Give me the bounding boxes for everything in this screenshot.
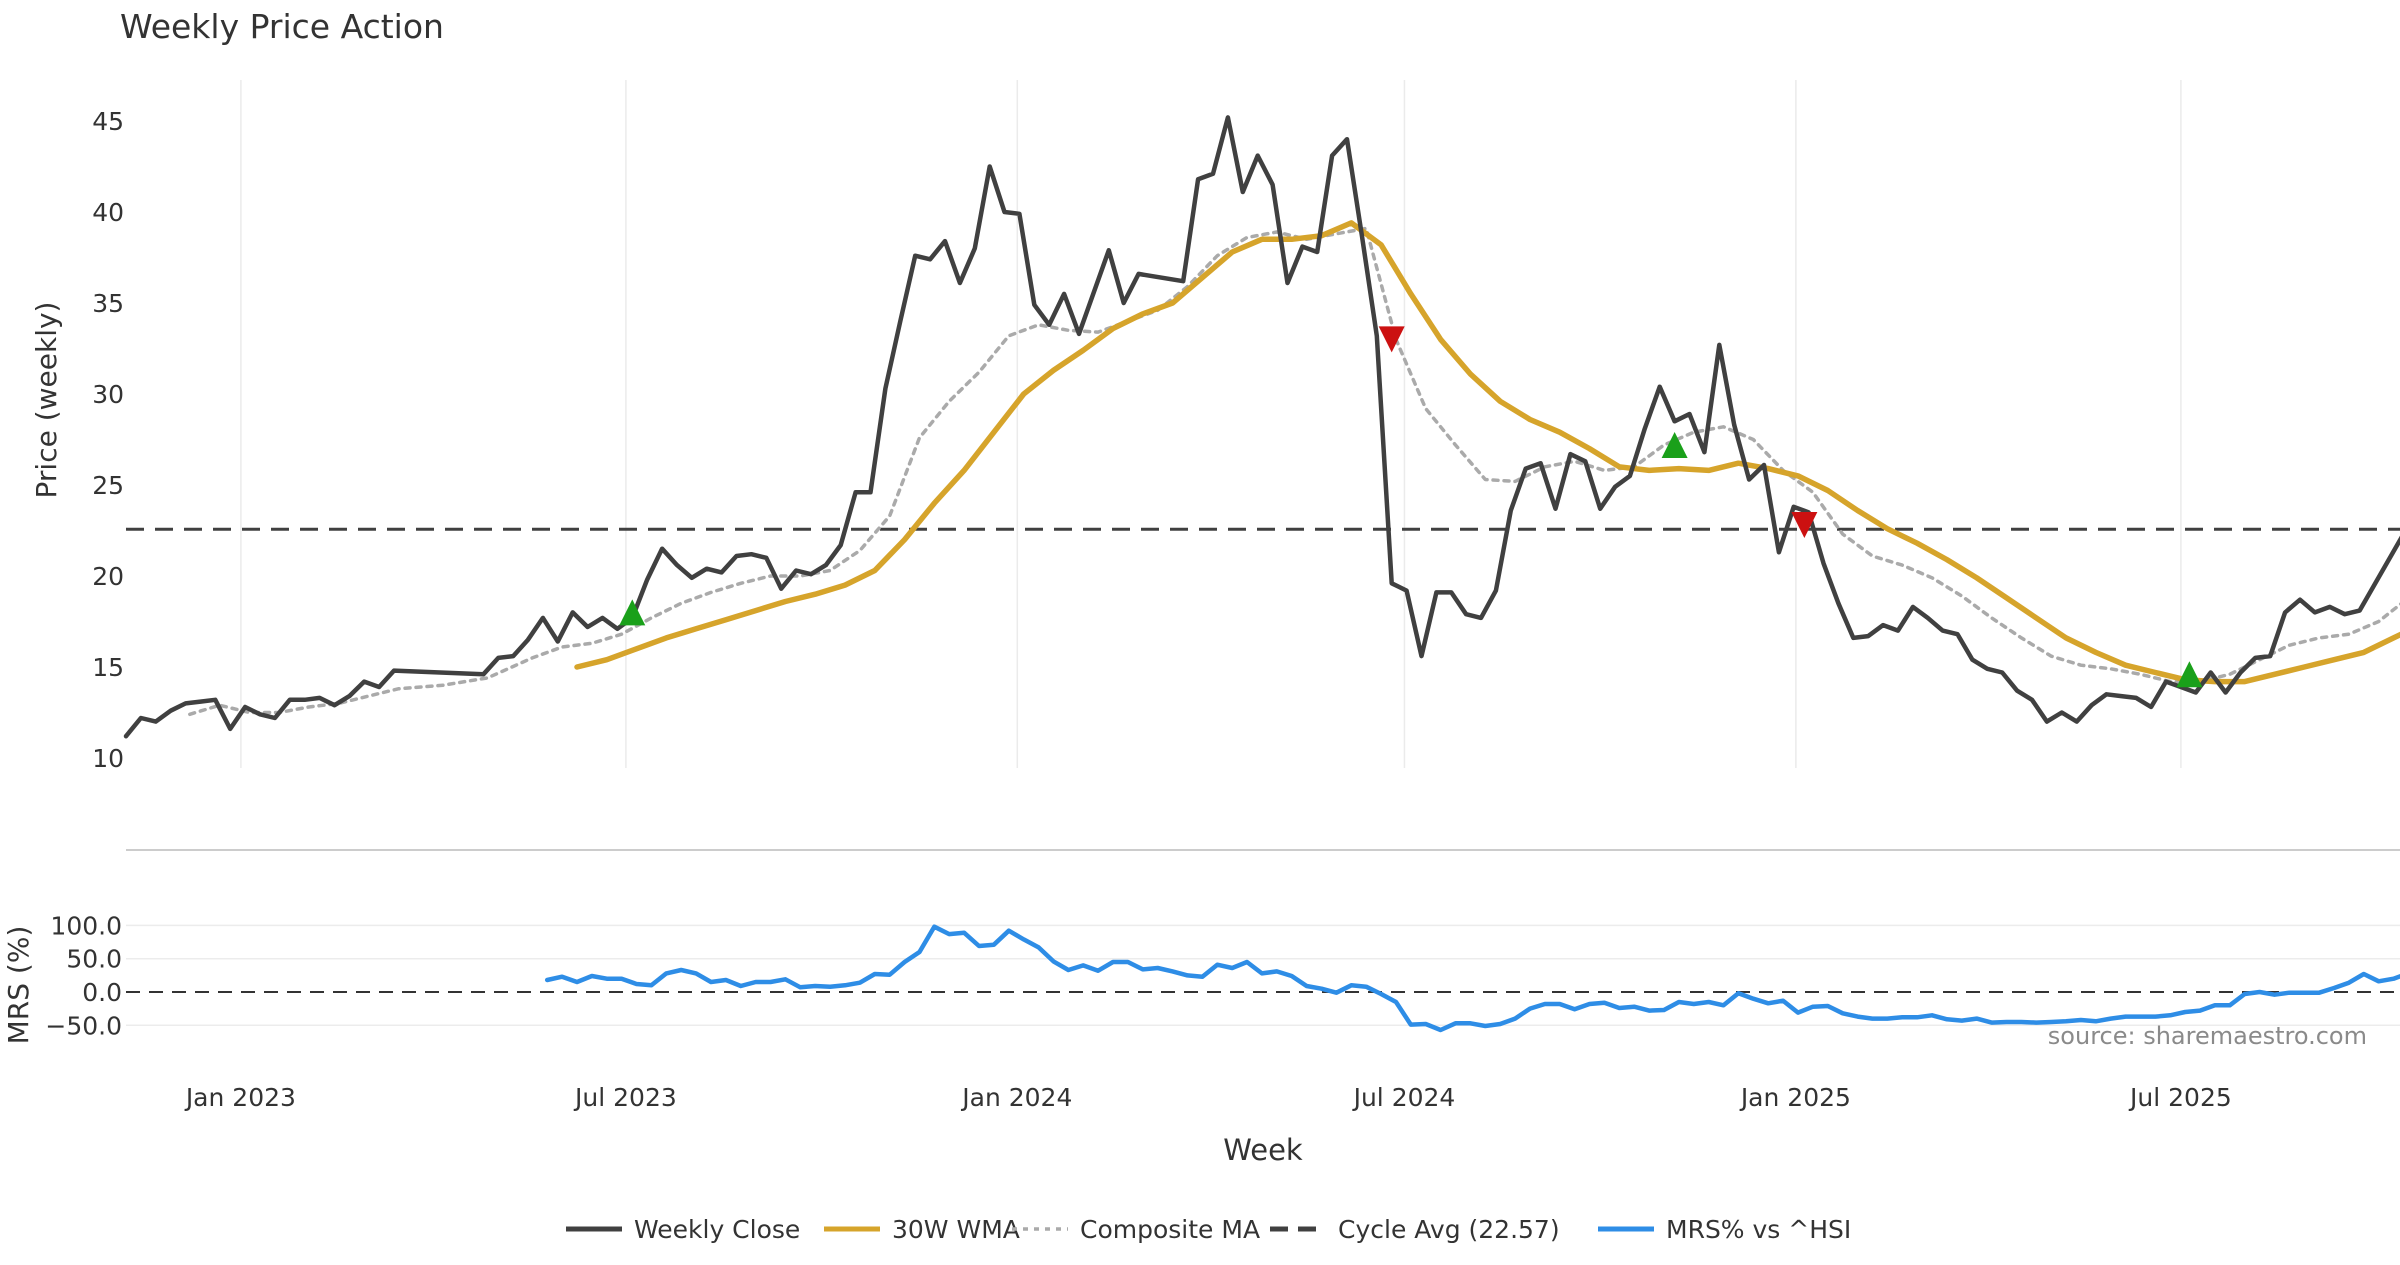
legend-item: MRS% vs ^HSI (1598, 1215, 1851, 1244)
x-tick-label: Jul 2025 (2128, 1083, 2232, 1112)
x-tick-label: Jul 2024 (1352, 1083, 1456, 1112)
x-tick-label: Jan 2024 (960, 1083, 1072, 1112)
legend-item: 30W WMA (824, 1215, 1020, 1244)
price-vertical-grid (240, 80, 2182, 768)
mrs-series-group (544, 924, 2400, 1033)
mrs-y-tick-label: 50.0 (66, 945, 122, 974)
x-tick-label: Jan 2023 (184, 1083, 296, 1112)
price-y-tick-label: 15 (92, 653, 124, 682)
price-y-axis-label: Price (weekly) (30, 302, 63, 499)
legend-label: Composite MA (1080, 1215, 1260, 1244)
mrs-y-tick-label: 0.0 (82, 978, 122, 1007)
legend-item: Weekly Close (566, 1215, 800, 1244)
mrs-y-tick-label: −50.0 (45, 1011, 122, 1040)
x-tick-label: Jul 2023 (573, 1083, 677, 1112)
price-y-tick-label: 45 (92, 107, 124, 136)
buy-signal-marker (619, 599, 646, 626)
price-y-tick-label: 30 (92, 380, 124, 409)
signal-markers-group (619, 326, 2203, 688)
legend-label: Weekly Close (634, 1215, 800, 1244)
buy-signal-marker (2176, 661, 2203, 688)
mrs-y-tick-label: 100.0 (50, 911, 122, 940)
sell-signal-marker (1378, 326, 1405, 353)
price-y-axis-ticks: 10 15 20 25 30 35 40 45 (92, 107, 124, 773)
price-y-tick-label: 25 (92, 471, 124, 500)
legend-label: Cycle Avg (22.57) (1338, 1215, 1560, 1244)
weekly-close-series-line (123, 115, 2400, 739)
mrs-y-axis-ticks: −50.0 0.0 50.0 100.0 (45, 911, 122, 1040)
price-y-tick-label: 20 (92, 562, 124, 591)
mrs-horizontal-grid (126, 924, 2400, 1027)
x-axis-ticks: Jan 2023 Jul 2023 Jan 2024 Jul 2024 Jan 2025… (184, 1083, 2232, 1112)
legend-item: Cycle Avg (22.57) (1270, 1215, 1560, 1244)
legend-label: MRS% vs ^HSI (1666, 1215, 1851, 1244)
x-axis-label: Week (1223, 1133, 1303, 1167)
legend: Weekly Close 30W WMA Composite MA Cycle Avg… (566, 1215, 1851, 1244)
mrs-y-axis-label: MRS (%) (2, 926, 35, 1045)
composite-ma-series-line (188, 226, 2400, 717)
source-annotation: source: sharemaestro.com (2048, 1022, 2367, 1050)
price-y-tick-label: 40 (92, 198, 124, 227)
price-y-tick-label: 35 (92, 289, 124, 318)
price-chart-title: Weekly Price Action (120, 7, 444, 46)
mrs-series-line (544, 924, 2400, 1033)
buy-signal-marker (1661, 431, 1688, 458)
legend-item: Composite MA (1012, 1215, 1260, 1244)
legend-label: 30W WMA (892, 1215, 1020, 1244)
sell-signal-marker (1791, 512, 1818, 539)
x-tick-label: Jan 2025 (1739, 1083, 1851, 1112)
price-y-tick-label: 10 (92, 744, 124, 773)
